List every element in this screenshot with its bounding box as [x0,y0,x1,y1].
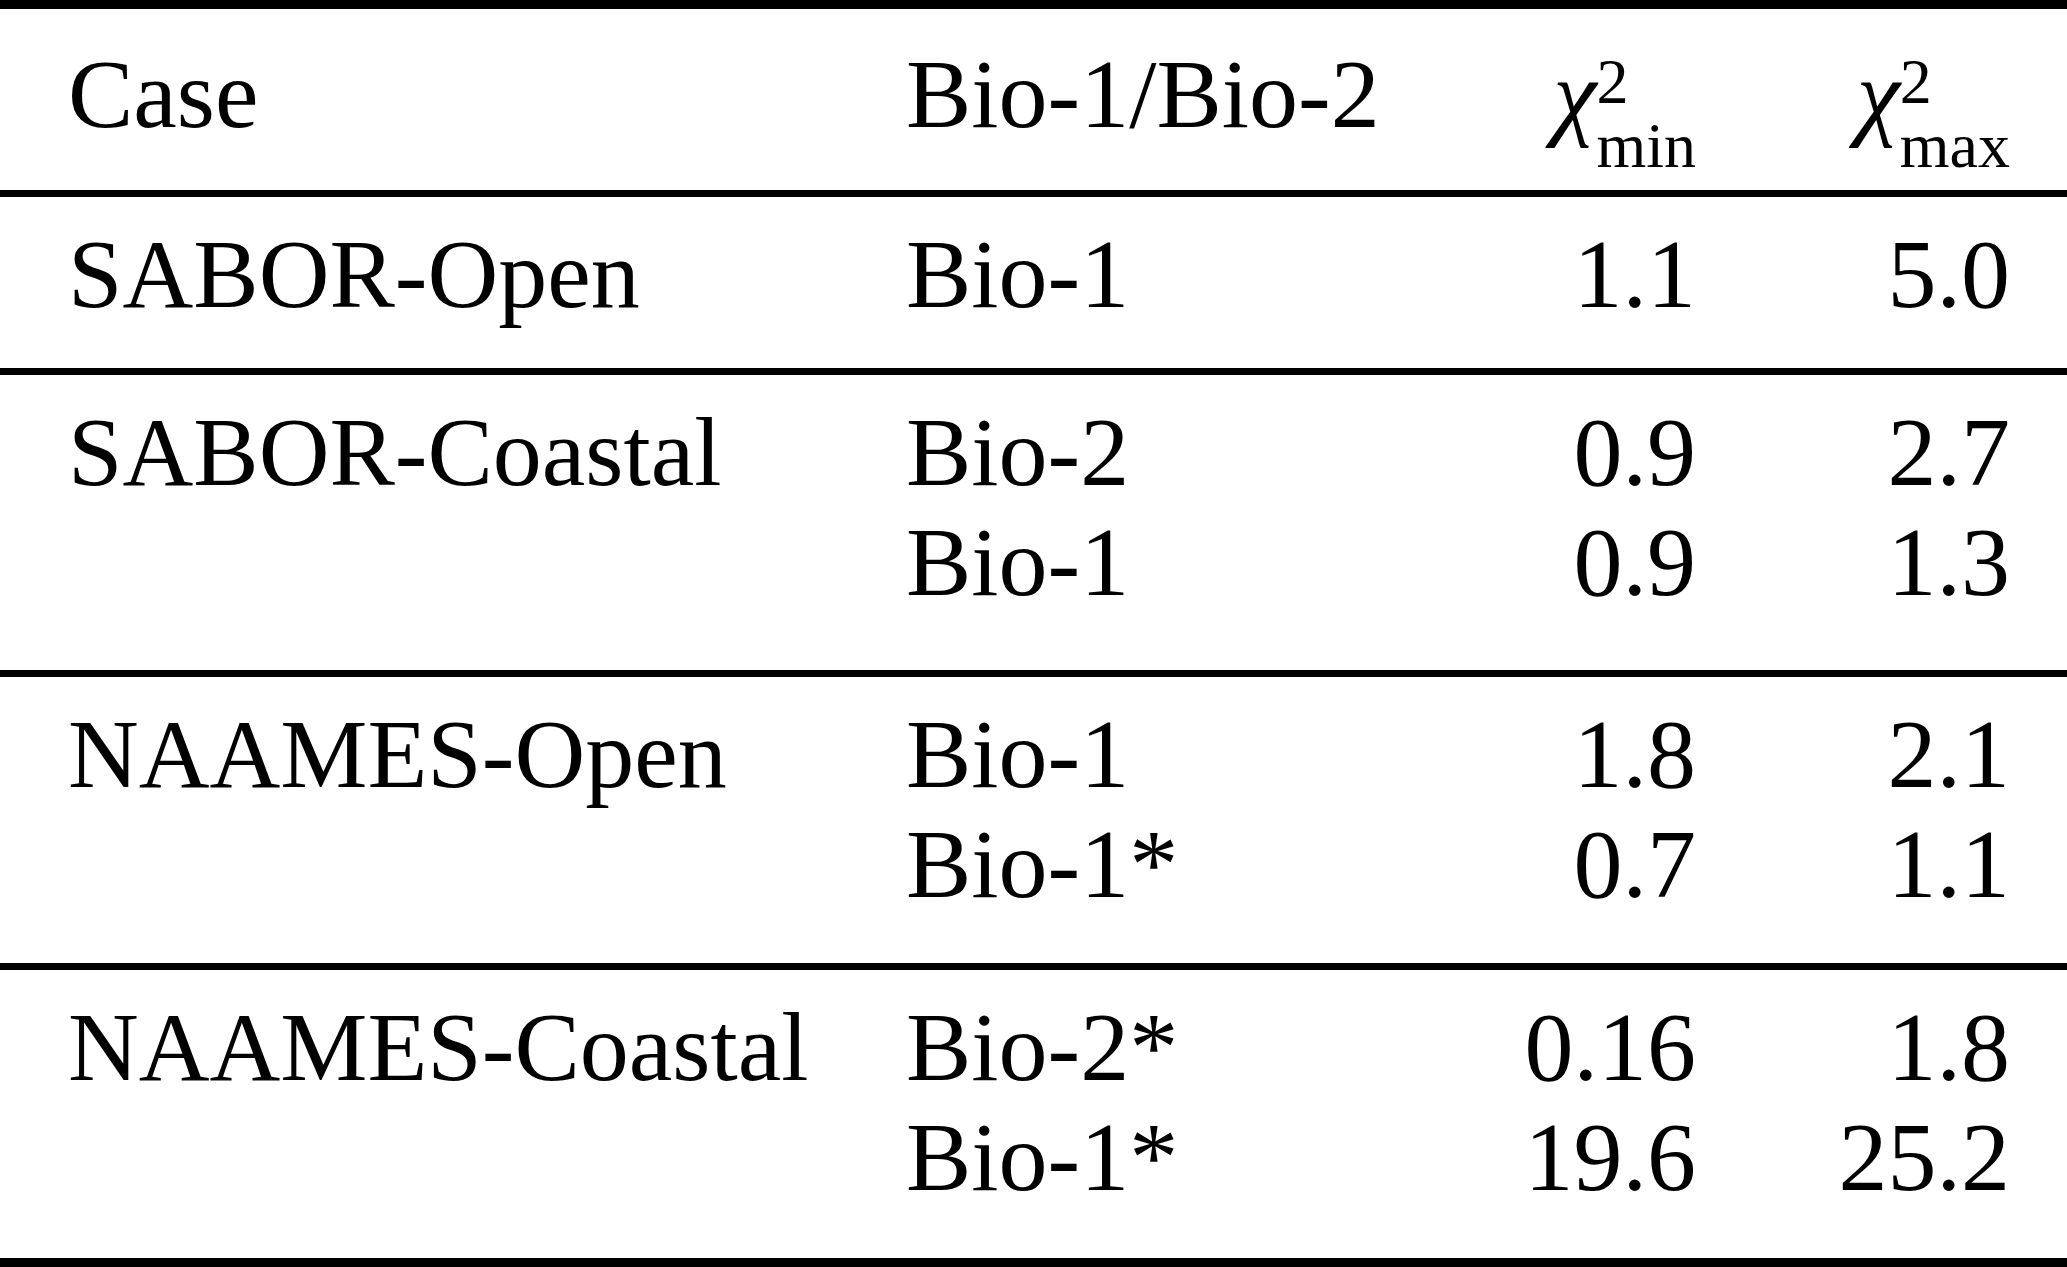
bio-cell: Bio-1 [906,507,1456,617]
table-section-sabor-open: SABOR-Open Bio-1 1.1 5.0 [0,197,2067,368]
bio-cell: Bio-1* [906,1102,1456,1212]
header-chi-max: χ2max [1696,45,2010,178]
chi-min-cell: 0.9 [1456,507,1696,617]
case-cell: SABOR-Coastal [0,397,906,507]
chi-superscript: 2 [1900,50,2010,114]
chi-min-cell: 19.6 [1456,1102,1696,1212]
case-cell-empty [0,809,906,919]
chi-superscript: 2 [1596,50,1696,114]
bio-cell: Bio-1 [906,699,1456,809]
bio-cell: Bio-2* [906,992,1456,1102]
chi-max-cell: 2.7 [1696,397,2010,507]
chi-max-cell: 1.1 [1696,809,2010,919]
chi-min-cell: 0.9 [1456,397,1696,507]
table-row: Bio-1* 19.6 25.2 [0,1102,2067,1212]
chi-symbol: χ [1857,40,1900,148]
header-case: Case [0,45,906,143]
table-header-row: Case Bio-1/Bio-2 χ2min χ2max [0,9,2067,178]
chi-max-cell: 1.3 [1696,507,2010,617]
table-header: Case Bio-1/Bio-2 χ2min χ2max [0,9,2067,197]
case-cell-empty [0,1102,906,1212]
chi-min-scripts: 2min [1596,50,1696,178]
chi-symbol: χ [1553,40,1596,148]
header-chi-min: χ2min [1456,45,1696,178]
case-cell: SABOR-Open [0,219,906,329]
table-section-naames-coastal: NAAMES-Coastal Bio-2* 0.16 1.8 Bio-1* 19… [0,963,2067,1258]
chi-min-cell: 1.1 [1456,219,1696,329]
table-row: SABOR-Coastal Bio-2 0.9 2.7 [0,397,2067,507]
chi-max-cell: 1.8 [1696,992,2010,1102]
case-cell: NAAMES-Coastal [0,992,906,1102]
chi-max-scripts: 2max [1900,50,2010,178]
table-row: Bio-1 0.9 1.3 [0,507,2067,617]
chi-subscript: max [1900,114,2010,178]
chi-max-cell: 2.1 [1696,699,2010,809]
chi-max-cell: 25.2 [1696,1102,2010,1212]
bio-cell: Bio-1* [906,809,1456,919]
table-section-naames-open: NAAMES-Open Bio-1 1.8 2.1 Bio-1* 0.7 1.1 [0,670,2067,963]
chi-max-cell: 5.0 [1696,219,2010,329]
table-row: Bio-1* 0.7 1.1 [0,809,2067,919]
table-row: NAAMES-Open Bio-1 1.8 2.1 [0,699,2067,809]
chi-subscript: min [1596,114,1696,178]
header-bio: Bio-1/Bio-2 [906,45,1456,143]
chi-min-cell: 0.7 [1456,809,1696,919]
case-cell: NAAMES-Open [0,699,906,809]
bio-cell: Bio-1 [906,219,1456,329]
chi-min-cell: 1.8 [1456,699,1696,809]
table-row: SABOR-Open Bio-1 1.1 5.0 [0,219,2067,329]
paper-table-page: Case Bio-1/Bio-2 χ2min χ2max SABOR-Open … [0,0,2067,1267]
results-table: Case Bio-1/Bio-2 χ2min χ2max SABOR-Open … [0,0,2067,1267]
table-row: NAAMES-Coastal Bio-2* 0.16 1.8 [0,992,2067,1102]
case-cell-empty [0,507,906,617]
bio-cell: Bio-2 [906,397,1456,507]
chi-min-cell: 0.16 [1456,992,1696,1102]
table-section-sabor-coastal: SABOR-Coastal Bio-2 0.9 2.7 Bio-1 0.9 1.… [0,368,2067,670]
